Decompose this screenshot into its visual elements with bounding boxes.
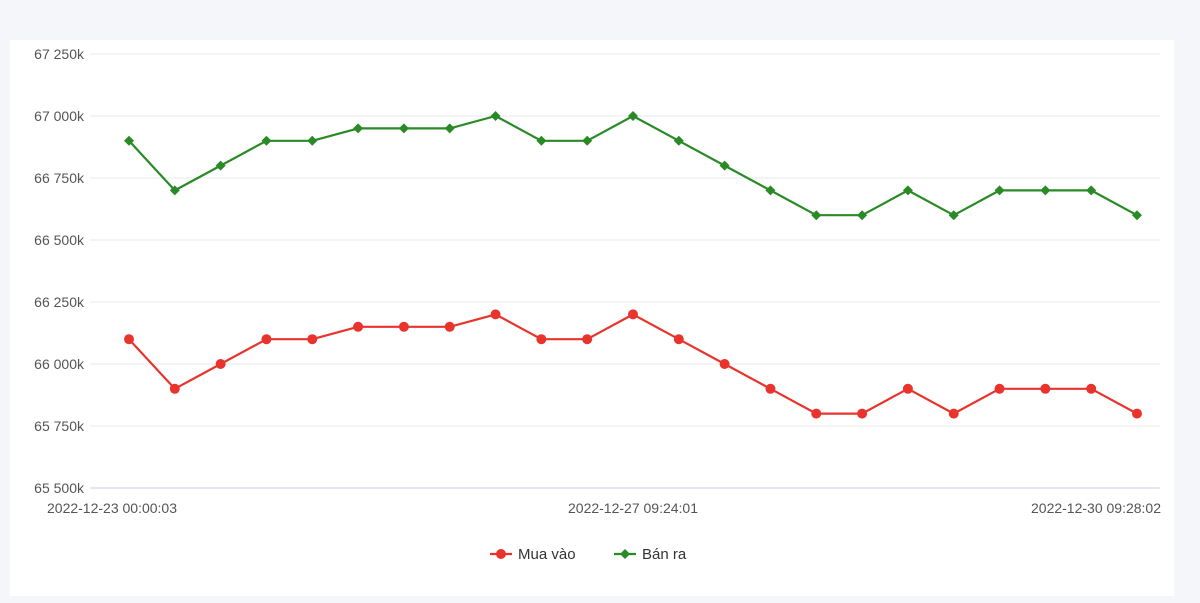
legend-marker[interactable] — [620, 549, 630, 559]
data-point[interactable] — [994, 185, 1005, 196]
y-tick-label: 66 000k — [34, 356, 85, 372]
data-point[interactable] — [765, 185, 776, 196]
data-point[interactable] — [719, 160, 730, 171]
series-layer — [124, 111, 1142, 419]
line-chart: 65 500k 65 750k 66 000k 66 250k 66 500k 66 75… — [34, 46, 1161, 563]
data-point[interactable] — [536, 135, 547, 146]
y-tick-label: 66 750k — [34, 170, 85, 186]
y-axis-labels: 65 500k 65 750k 66 000k 66 250k 66 500k 66 75… — [34, 46, 85, 496]
data-point[interactable] — [628, 309, 638, 320]
data-point[interactable] — [444, 123, 455, 134]
data-point[interactable] — [765, 383, 776, 394]
data-point[interactable] — [857, 210, 868, 221]
data-point[interactable] — [353, 123, 364, 134]
data-point[interactable] — [673, 334, 684, 345]
data-point[interactable] — [307, 334, 318, 345]
data-point[interactable] — [490, 309, 501, 320]
data-point[interactable] — [1086, 383, 1097, 394]
data-point[interactable] — [948, 408, 959, 419]
legend: Mua vào Bán ra — [490, 546, 687, 563]
data-point[interactable] — [811, 408, 822, 419]
chart-card: 65 500k 65 750k 66 000k 66 250k 66 500k 66 75… — [10, 40, 1174, 596]
data-point[interactable] — [490, 111, 501, 121]
data-point[interactable] — [811, 210, 822, 221]
data-point[interactable] — [169, 383, 180, 394]
data-point[interactable] — [261, 334, 272, 345]
x-tick-label: 2022-12-23 00:00:03 — [47, 500, 177, 516]
legend-label[interactable]: Mua vào — [518, 546, 576, 563]
data-point[interactable] — [1132, 408, 1142, 419]
data-point[interactable] — [261, 135, 272, 146]
data-point[interactable] — [398, 321, 409, 332]
legend-marker[interactable] — [496, 549, 506, 559]
y-tick-label: 67 000k — [34, 108, 85, 124]
series-line — [128, 114, 1138, 217]
data-point[interactable] — [948, 210, 959, 221]
y-tick-label: 65 500k — [34, 480, 85, 496]
legend-label[interactable]: Bán ra — [642, 546, 687, 563]
data-point[interactable] — [124, 135, 134, 146]
y-tick-label: 67 250k — [34, 46, 85, 62]
data-point[interactable] — [1040, 185, 1051, 196]
grid-lines — [90, 53, 1160, 489]
y-tick-label: 65 750k — [34, 418, 85, 434]
data-point[interactable] — [902, 383, 913, 394]
data-point[interactable] — [536, 334, 547, 345]
data-point[interactable] — [582, 135, 593, 146]
data-point[interactable] — [398, 123, 409, 134]
data-point[interactable] — [902, 185, 913, 196]
data-point[interactable] — [582, 334, 593, 345]
data-point[interactable] — [307, 135, 318, 146]
x-tick-label: 2022-12-30 09:28:02 — [1031, 500, 1161, 516]
data-point[interactable] — [673, 135, 684, 146]
data-point[interactable] — [215, 160, 226, 171]
y-tick-label: 66 250k — [34, 294, 85, 310]
data-point[interactable] — [124, 334, 134, 345]
data-point[interactable] — [857, 408, 868, 419]
data-point[interactable] — [353, 321, 364, 332]
data-point[interactable] — [1132, 210, 1142, 221]
x-axis-labels: 2022-12-23 00:00:03 2022-12-27 09:24:01 20… — [47, 500, 1161, 516]
data-point[interactable] — [719, 359, 730, 369]
data-point[interactable] — [628, 111, 638, 121]
data-point[interactable] — [1086, 185, 1097, 196]
data-point[interactable] — [169, 185, 180, 196]
data-point[interactable] — [994, 383, 1005, 394]
x-tick-label: 2022-12-27 09:24:01 — [568, 500, 698, 516]
y-tick-label: 66 500k — [34, 232, 85, 248]
data-point[interactable] — [215, 359, 226, 369]
data-point[interactable] — [444, 321, 455, 332]
data-point[interactable] — [1040, 383, 1051, 394]
